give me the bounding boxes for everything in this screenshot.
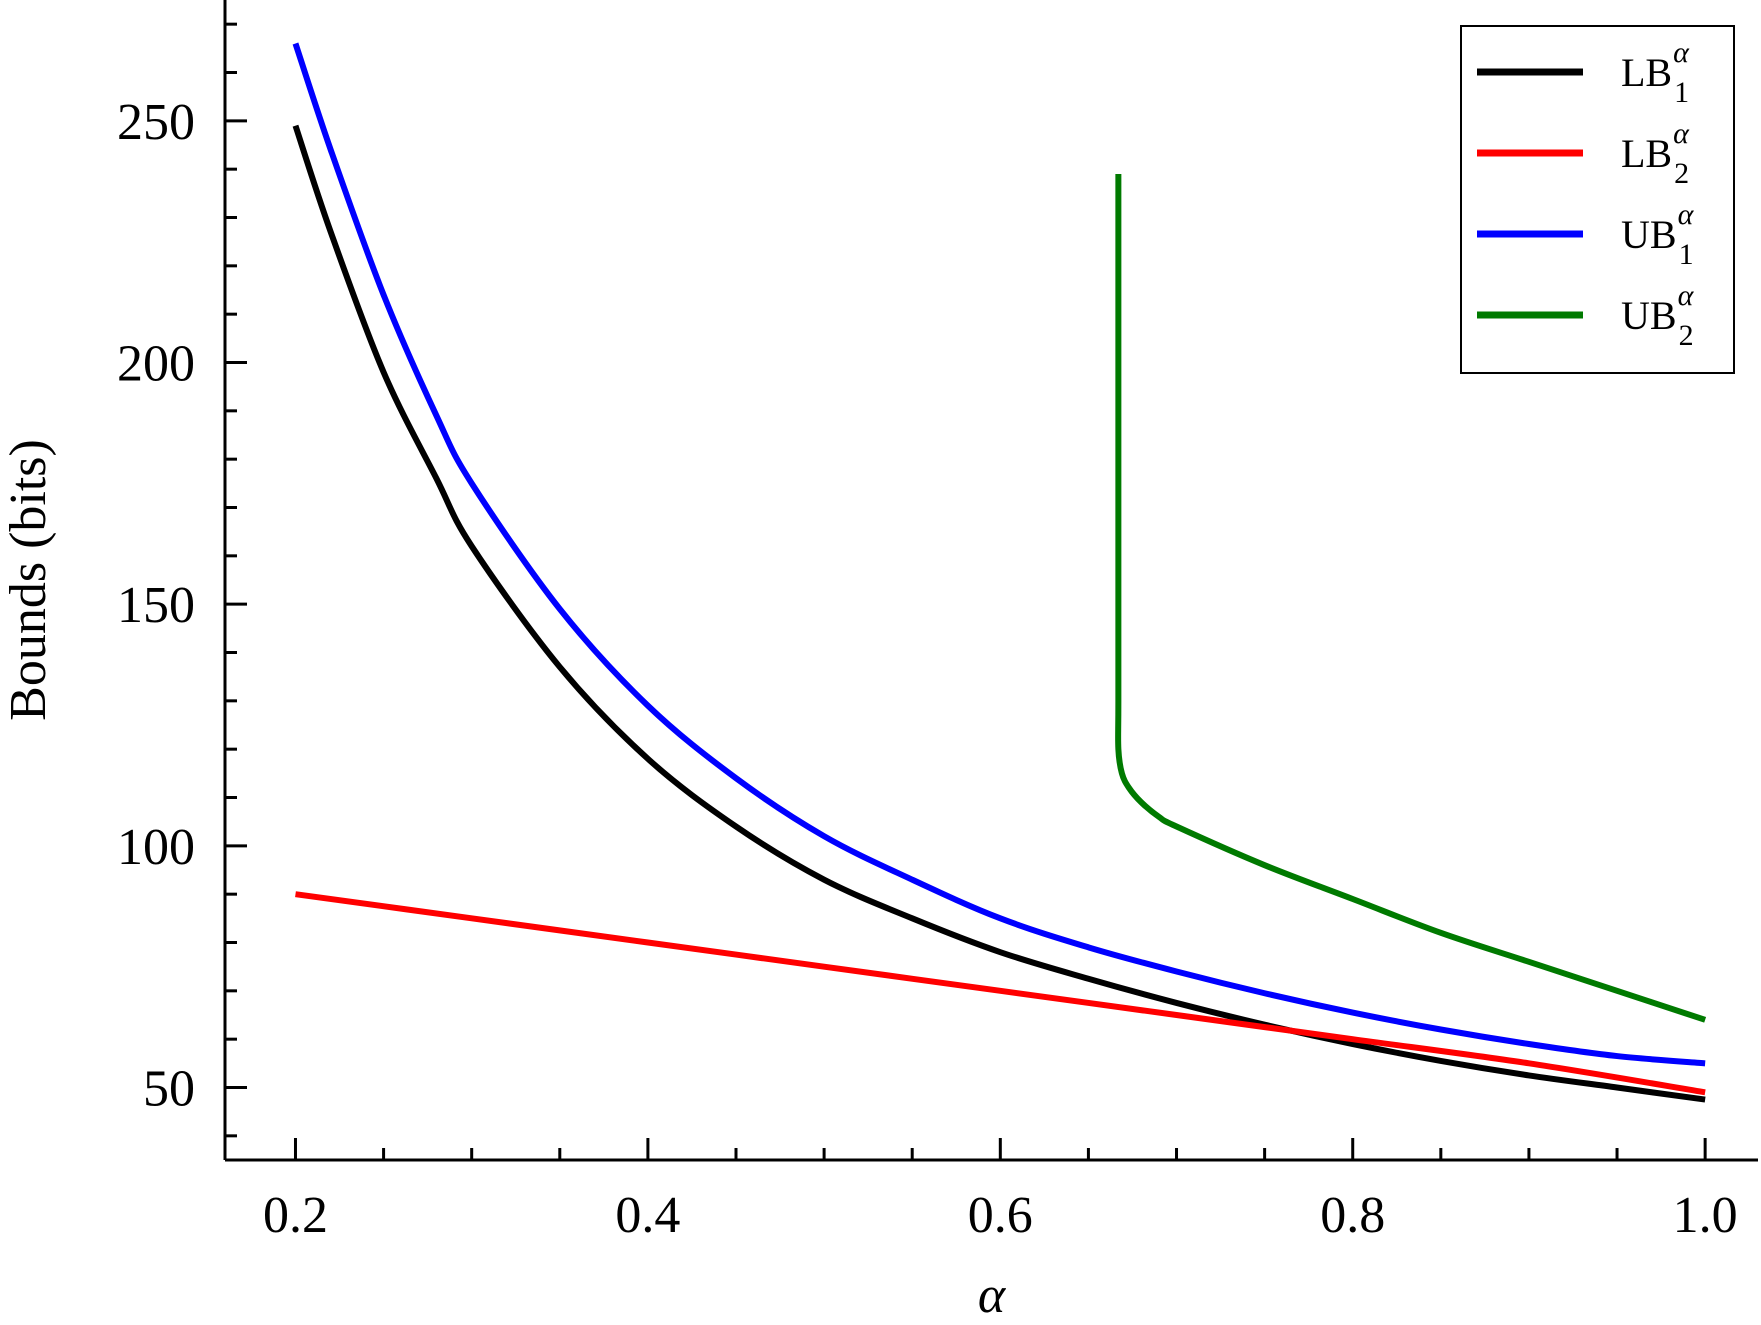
- legend-entry-label: UB1α: [1621, 198, 1695, 271]
- y-tick-label: 100: [117, 819, 195, 876]
- series-line-ub2: [1115, 173, 1707, 1023]
- legend-entry-label: LB2α: [1621, 117, 1690, 190]
- y-tick-label: 150: [117, 577, 195, 634]
- x-tick-label: 0.8: [1320, 1187, 1385, 1244]
- y-axis-title: Bounds (bits): [0, 439, 57, 721]
- x-axis: 0.2 0.4 0.6 0.8 1.0: [263, 1138, 1738, 1244]
- plot-area: [223, 0, 1758, 1162]
- y-tick-label: 250: [117, 94, 195, 151]
- series-line-lb2: [295, 891, 1706, 1096]
- y-axis: 50 100 150 200 250: [117, 22, 247, 1138]
- x-tick-label: 0.6: [968, 1187, 1033, 1244]
- x-axis-title: α: [978, 1267, 1007, 1324]
- series-line-ub1: [292, 42, 1706, 1067]
- legend: LB1α LB2α UB1α UB2α: [1460, 25, 1735, 374]
- series-layer: [292, 42, 1707, 1103]
- x-tick-label: 0.2: [263, 1187, 328, 1244]
- legend-entry-label: UB2α: [1621, 279, 1695, 352]
- series-line-lb1: [292, 124, 1706, 1103]
- y-tick-label: 200: [117, 336, 195, 393]
- y-tick-label: 50: [143, 1061, 195, 1118]
- x-tick-label: 0.4: [615, 1187, 680, 1244]
- legend-entry-label: LB1α: [1621, 36, 1690, 109]
- x-tick-label: 1.0: [1673, 1187, 1738, 1244]
